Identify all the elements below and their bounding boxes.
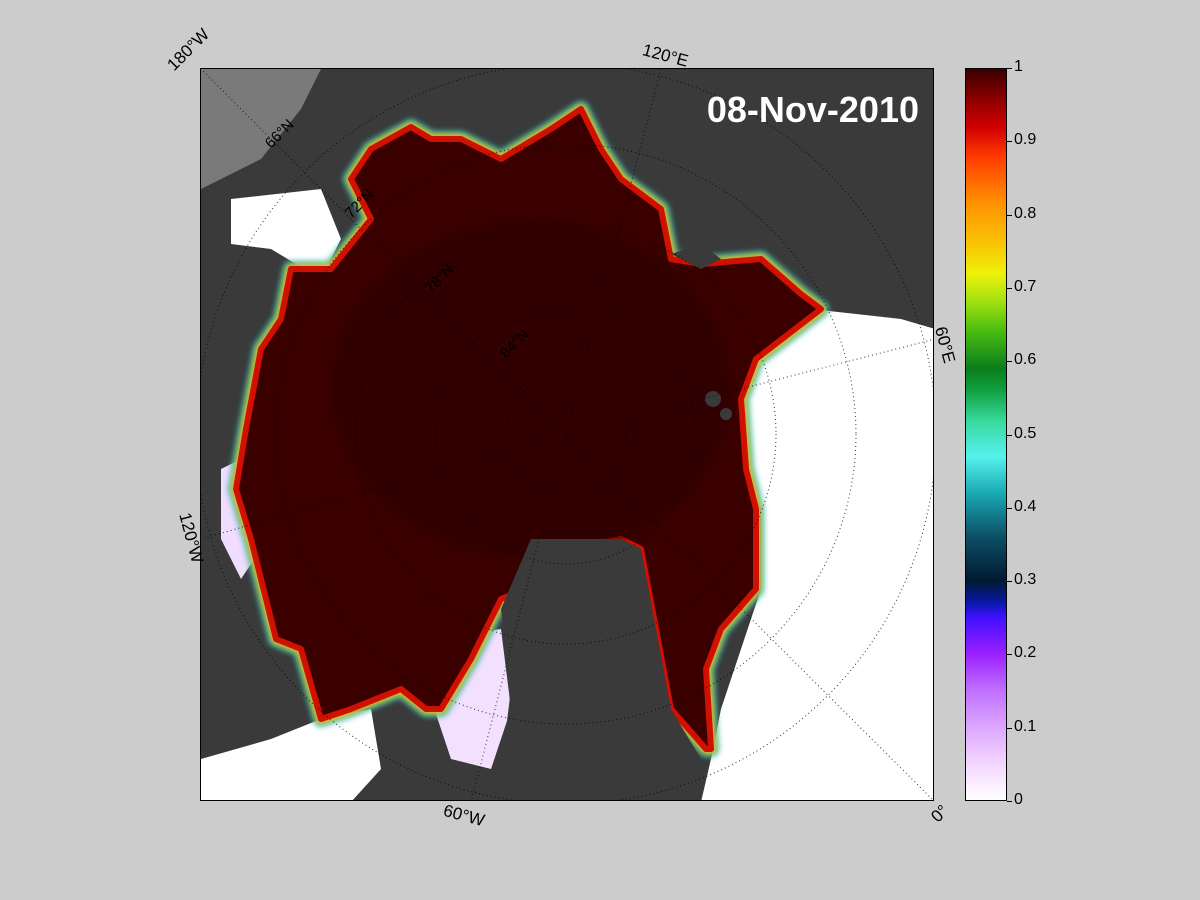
colorbar-tick	[1007, 728, 1012, 729]
date-label: 08-Nov-2010	[706, 89, 919, 130]
colorbar-tick-label: 0.8	[1014, 205, 1037, 222]
open-water-atlantic	[701, 309, 933, 800]
colorbar-tick	[1007, 801, 1012, 802]
colorbar-tick	[1007, 288, 1012, 289]
lon-label-120e: 120°E	[640, 40, 691, 71]
colorbar-tick	[1007, 435, 1012, 436]
colorbar-tick	[1007, 361, 1012, 362]
open-water-bering	[231, 189, 341, 279]
graticule	[201, 69, 933, 800]
colorbar-tick-label: 0.3	[1014, 571, 1037, 588]
colorbar-tick-label: 0.9	[1014, 131, 1037, 148]
colorbar-tick-label: 0.7	[1014, 278, 1037, 295]
alaska-land	[201, 69, 321, 189]
colorbar-tick-label: 0.1	[1014, 718, 1037, 735]
lon-label-60e: 60°E	[931, 324, 959, 366]
map-panel: 66°N 72°N 78°N 84°N 08-Nov-2010	[200, 68, 934, 801]
greenland-land	[501, 539, 701, 800]
colorbar-tick	[1007, 508, 1012, 509]
colorbar	[965, 68, 1007, 801]
colorbar-tick-label: 0	[1014, 791, 1023, 808]
lon-label-0: 0°	[927, 801, 953, 827]
open-water-labrador	[201, 709, 381, 800]
colorbar-tick	[1007, 141, 1012, 142]
sea-ice-map: 66°N 72°N 78°N 84°N	[201, 69, 933, 800]
colorbar-tick-label: 0.6	[1014, 351, 1037, 368]
colorbar-tick-label: 1	[1014, 58, 1023, 75]
colorbar-tick	[1007, 654, 1012, 655]
colorbar-tick-label: 0.4	[1014, 498, 1037, 515]
colorbar-tick-label: 0.5	[1014, 425, 1037, 442]
colorbar-tick	[1007, 68, 1012, 69]
colorbar-tick	[1007, 215, 1012, 216]
colorbar-tick-label: 0.2	[1014, 644, 1037, 661]
colorbar-tick	[1007, 581, 1012, 582]
lon-label-60w: 60°W	[441, 800, 487, 831]
